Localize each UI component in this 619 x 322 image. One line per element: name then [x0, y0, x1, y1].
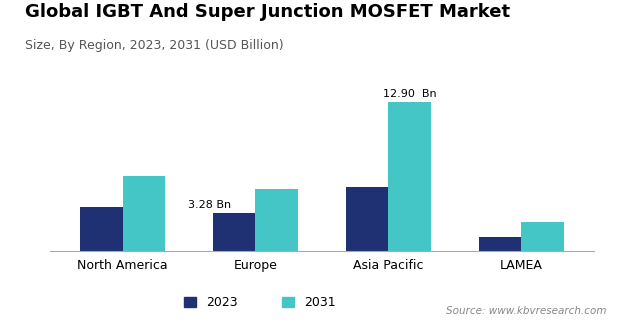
Text: Source: www.kbvresearch.com: Source: www.kbvresearch.com — [446, 306, 607, 316]
Legend: 2023, 2031: 2023, 2031 — [184, 296, 336, 309]
Bar — [213, 213, 256, 251]
Bar — [256, 189, 298, 251]
Bar — [123, 176, 165, 251]
Text: 12.90  Bn: 12.90 Bn — [383, 89, 436, 99]
Bar — [388, 102, 431, 251]
Text: Global IGBT And Super Junction MOSFET Market: Global IGBT And Super Junction MOSFET Ma… — [25, 3, 510, 21]
Bar — [478, 237, 521, 251]
Bar — [80, 207, 123, 251]
Bar — [521, 222, 564, 251]
Text: 3.28 Bn: 3.28 Bn — [188, 200, 232, 210]
Text: Size, By Region, 2023, 2031 (USD Billion): Size, By Region, 2023, 2031 (USD Billion… — [25, 39, 284, 52]
Bar — [346, 187, 388, 251]
